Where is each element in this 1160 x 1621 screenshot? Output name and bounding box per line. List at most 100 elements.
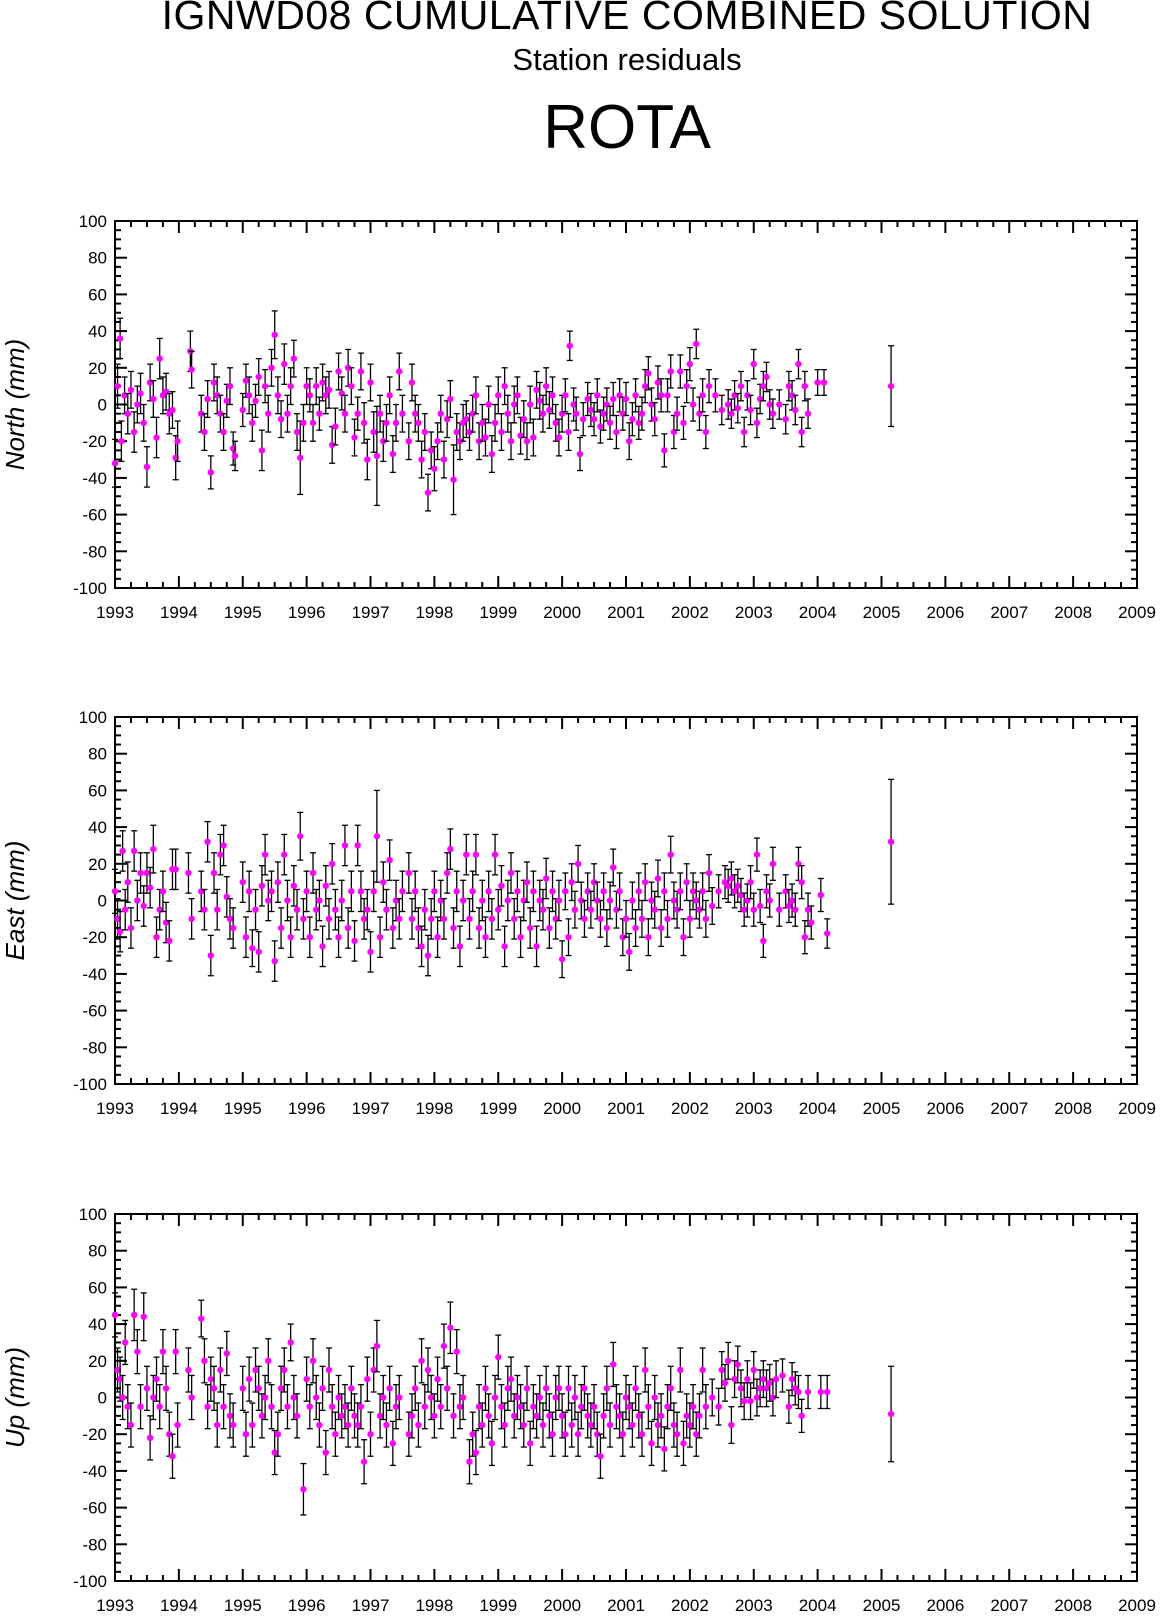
point-marker: [124, 1403, 131, 1410]
data-point: [804, 398, 812, 430]
data-point: [606, 1402, 614, 1448]
data-point: [351, 1393, 358, 1439]
data-point: [399, 870, 406, 913]
point-marker: [341, 842, 349, 849]
data-point: [354, 1402, 361, 1448]
point-marker: [252, 1366, 259, 1374]
data-point: [495, 1334, 502, 1380]
point-marker: [376, 410, 384, 417]
data-point: [265, 1338, 272, 1384]
point-marker: [479, 1421, 486, 1429]
data-point: [766, 389, 773, 420]
data-point: [526, 907, 534, 949]
point-marker: [798, 428, 805, 436]
point-marker: [702, 428, 710, 436]
point-marker: [619, 1431, 627, 1438]
point-marker: [185, 1366, 192, 1374]
point-marker: [555, 434, 563, 441]
data-point: [418, 925, 425, 968]
data-point: [223, 875, 230, 918]
point-marker: [664, 392, 671, 399]
point-marker: [530, 1403, 537, 1410]
point-marker: [673, 906, 681, 913]
point-marker: [137, 390, 144, 397]
y-tick-label: -60: [82, 506, 107, 525]
point-marker: [185, 869, 192, 877]
point-marker: [277, 924, 285, 932]
point-marker: [785, 382, 793, 390]
data-point: [434, 916, 441, 959]
data-point: [555, 879, 563, 922]
point-marker: [549, 888, 556, 895]
data-point: [616, 378, 623, 413]
point-marker: [693, 897, 700, 904]
point-marker: [613, 1403, 620, 1410]
point-marker: [613, 428, 620, 436]
data-point: [526, 1420, 534, 1467]
y-tick-label: 60: [88, 781, 107, 800]
point-marker: [475, 924, 483, 932]
point-marker: [287, 1339, 294, 1346]
data-point: [258, 864, 266, 907]
point-marker: [258, 882, 266, 890]
point-marker: [511, 1412, 518, 1420]
point-marker: [114, 382, 121, 390]
data-point: [431, 870, 438, 913]
data-point: [290, 1374, 298, 1421]
point-marker: [539, 906, 547, 913]
point-marker: [380, 1394, 387, 1401]
y-tick-label: -100: [73, 1075, 107, 1094]
data-point: [258, 1393, 266, 1439]
point-marker: [619, 934, 627, 941]
point-marker: [303, 888, 310, 895]
point-marker: [558, 1412, 566, 1420]
data-point: [300, 403, 307, 442]
point-marker: [440, 915, 448, 923]
data-point: [376, 916, 384, 959]
point-marker: [785, 902, 793, 910]
data-point: [597, 1433, 604, 1479]
point-marker: [399, 888, 406, 895]
point-marker: [536, 1394, 543, 1401]
y-tick-label: 0: [98, 1389, 107, 1408]
data-point: [242, 1411, 250, 1457]
data-point: [360, 898, 368, 940]
data-point: [137, 852, 144, 894]
point-marker: [625, 1403, 633, 1410]
data-point: [654, 365, 662, 400]
point-marker: [351, 434, 358, 441]
point-marker: [255, 1385, 262, 1392]
data-point: [785, 370, 793, 402]
point-marker: [667, 1385, 674, 1392]
point-marker: [661, 888, 668, 895]
point-marker: [763, 373, 770, 381]
point-marker: [824, 930, 831, 937]
data-point: [520, 879, 527, 922]
point-marker: [201, 906, 208, 913]
data-point: [370, 1347, 377, 1393]
data-point: [447, 828, 454, 870]
point-marker: [354, 842, 361, 849]
data-point: [769, 846, 777, 881]
data-point: [629, 881, 636, 920]
data-point: [610, 381, 617, 417]
point-marker: [610, 1361, 617, 1368]
data-point: [421, 413, 428, 452]
point-marker: [562, 888, 569, 895]
point-marker: [760, 382, 767, 390]
point-marker: [447, 395, 454, 403]
data-point: [514, 1374, 521, 1421]
data-point: [412, 394, 419, 433]
point-marker: [242, 1431, 250, 1438]
data-point: [491, 403, 499, 442]
data-point: [693, 1411, 700, 1457]
data-point: [174, 420, 181, 463]
data-point: [150, 379, 157, 418]
data-point: [386, 839, 393, 881]
data-point: [268, 348, 275, 387]
y-tick-label: 100: [79, 212, 107, 231]
data-point: [405, 1411, 413, 1457]
data-point: [514, 870, 521, 913]
point-marker: [651, 1394, 658, 1401]
point-marker: [718, 406, 726, 414]
